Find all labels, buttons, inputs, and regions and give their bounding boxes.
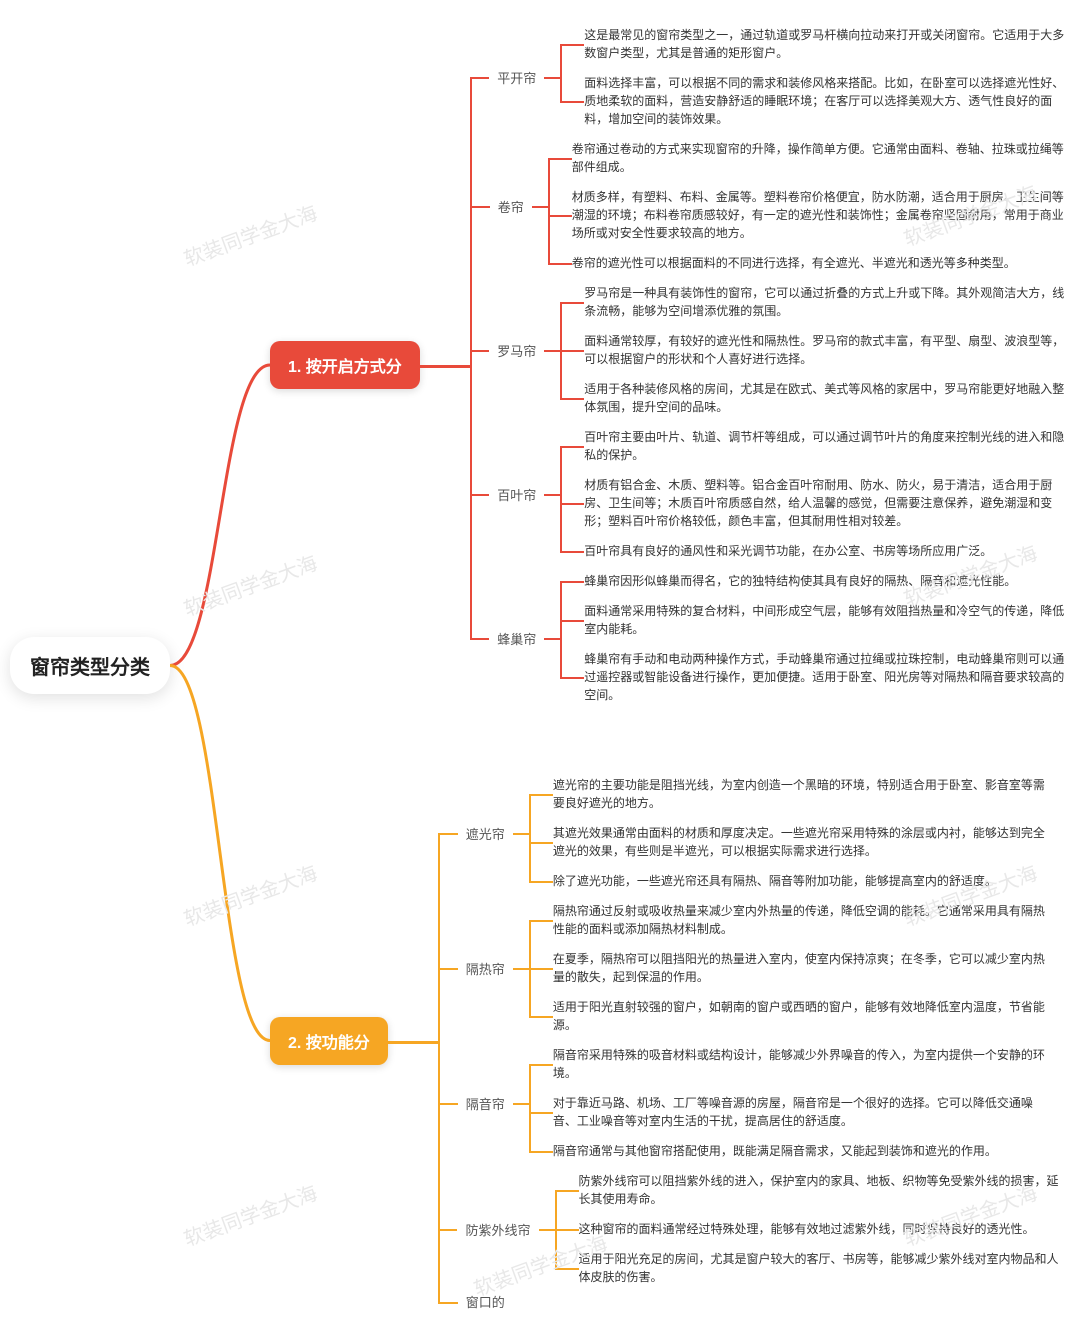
sub-label: 罗马帘 <box>489 341 544 360</box>
leaf-text: 卷帘的遮光性可以根据面料的不同进行选择，有全遮光、半遮光和透光等多种类型。 <box>572 248 1016 278</box>
sub-label: 卷帘 <box>490 197 532 216</box>
sub-item: 蜂巢帘蜂巢帘因形似蜂巢而得名，它的独特结构使其具有良好的隔热、隔音和遮光性能。面… <box>470 566 1070 710</box>
leaf-text: 隔音帘采用特殊的吸音材料或结构设计，能够减少外界噪音的传入，为室内提供一个安静的… <box>553 1040 1053 1088</box>
root-label: 窗帘类型分类 <box>30 657 150 679</box>
sub-item: 平开帘 这是最常见的窗帘类型之一，通过轨道或罗马杆横向拉动来打开或关闭窗帘。它适用… <box>470 20 1070 134</box>
leaf-text: 百叶帘主要由叶片、轨道、调节杆等组成，可以通过调节叶片的角度来控制光线的进入和隐… <box>584 422 1070 470</box>
leaf-column: 遮光帘的主要功能是阻挡光线，为室内创造一个黑暗的环境，特别适合用于卧室、影音室等… <box>529 770 1053 896</box>
sub-item: 隔音帘 隔音帘采用特殊的吸音材料或结构设计，能够减少外界噪音的传入，为室内提供一个… <box>438 1040 1070 1166</box>
root-node: 窗帘类型分类 <box>10 637 170 694</box>
sub-item: 窗口的 <box>438 1292 1070 1311</box>
leaf-column: 防紫外线帘可以阻挡紫外线的进入，保护室内的家具、地板、织物等免受紫外线的损害，延… <box>555 1166 1071 1292</box>
leaf-item: 适用于阳光充足的房间，尤其是窗户较大的客厅、书房等，能够减少紫外线对室内物品和人… <box>555 1244 1071 1292</box>
leaf-item: 隔热帘通过反射或吸收热量来减少室内外热量的传递，降低空调的能耗。它通常采用具有隔… <box>529 896 1053 944</box>
branch-connector <box>170 20 270 710</box>
leaf-item: 对于靠近马路、机场、工厂等噪音源的房屋，隔音帘是一个很好的选择。它可以降低交通噪… <box>529 1088 1053 1136</box>
leaf-text: 除了遮光功能，一些遮光帘还具有隔热、隔音等附加功能，能够提高室内的舒适度。 <box>553 866 997 896</box>
leaf-item: 适用于阳光直射较强的窗户，如朝南的窗户或西晒的窗户，能够有效地降低室内温度，节省… <box>529 992 1053 1040</box>
leaf-column: 隔热帘通过反射或吸收热量来减少室内外热量的传递，降低空调的能耗。它通常采用具有隔… <box>529 896 1053 1040</box>
leaf-item: 蜂巢帘有手动和电动两种操作方式，手动蜂巢帘通过拉绳或拉珠控制，电动蜂巢帘则可以通… <box>560 644 1070 710</box>
leaf-text: 适用于各种装修风格的房间，尤其是在欧式、美式等风格的家居中，罗马帘能更好地融入整… <box>584 374 1070 422</box>
leaf-item: 防紫外线帘可以阻挡紫外线的进入，保护室内的家具、地板、织物等免受紫外线的损害，延… <box>555 1166 1071 1214</box>
sub-item: 罗马帘 罗马帘是一种具有装饰性的窗帘，它可以通过折叠的方式上升或下降。其外观简洁大… <box>470 278 1070 422</box>
leaf-text: 隔热帘通过反射或吸收热量来减少室内外热量的传递，降低空调的能耗。它通常采用具有隔… <box>553 896 1053 944</box>
branch: 1. 按开启方式分 平开帘 这是最常见的窗帘类型之一，通过轨道或罗马杆横向拉动来打开… <box>170 20 1070 710</box>
leaf-text: 罗马帘是一种具有装饰性的窗帘，它可以通过折叠的方式上升或下降。其外观简洁大方，线… <box>584 278 1070 326</box>
leaf-item: 这种窗帘的面料通常经过特殊处理，能够有效地过滤紫外线，同时保持良好的透光性。 <box>555 1214 1071 1244</box>
leaf-item: 面料选择丰富，可以根据不同的需求和装修风格来搭配。比如，在卧室可以选择遮光性好、… <box>560 68 1070 134</box>
leaf-column: 罗马帘是一种具有装饰性的窗帘，它可以通过折叠的方式上升或下降。其外观简洁大方，线… <box>560 278 1070 422</box>
leaf-text: 在夏季，隔热帘可以阻挡阳光的热量进入室内，使室内保持凉爽；在冬季，它可以减少室内… <box>553 944 1053 992</box>
sub-item: 遮光帘 遮光帘的主要功能是阻挡光线，为室内创造一个黑暗的环境，特别适合用于卧室、影… <box>438 770 1070 896</box>
leaf-item: 适用于各种装修风格的房间，尤其是在欧式、美式等风格的家居中，罗马帘能更好地融入整… <box>560 374 1070 422</box>
sub-label: 遮光帘 <box>458 824 513 843</box>
branch: 2. 按功能分 遮光帘 遮光帘的主要功能是阻挡光线，为室内创造一个黑暗的环境，特别适… <box>170 770 1070 1311</box>
leaf-item: 隔音帘采用特殊的吸音材料或结构设计，能够减少外界噪音的传入，为室内提供一个安静的… <box>529 1040 1053 1088</box>
leaf-item: 卷帘的遮光性可以根据面料的不同进行选择，有全遮光、半遮光和透光等多种类型。 <box>548 248 1070 278</box>
leaf-text: 其遮光效果通常由面料的材质和厚度决定。一些遮光帘采用特殊的涂层或内衬，能够达到完… <box>553 818 1053 866</box>
leaf-text: 面料通常较厚，有较好的遮光性和隔热性。罗马帘的款式丰富，有平型、扇型、波浪型等，… <box>584 326 1070 374</box>
sub-label: 蜂巢帘 <box>489 629 544 648</box>
leaf-item: 蜂巢帘因形似蜂巢而得名，它的独特结构使其具有良好的隔热、隔音和遮光性能。 <box>560 566 1070 596</box>
sub-connector <box>420 20 470 710</box>
sub-item: 防紫外线帘 防紫外线帘可以阻挡紫外线的进入，保护室内的家具、地板、织物等免受紫外线… <box>438 1166 1070 1292</box>
leaf-item: 除了遮光功能，一些遮光帘还具有隔热、隔音等附加功能，能够提高室内的舒适度。 <box>529 866 1053 896</box>
leaf-column: 这是最常见的窗帘类型之一，通过轨道或罗马杆横向拉动来打开或关闭窗帘。它适用于大多… <box>560 20 1070 134</box>
leaf-item: 其遮光效果通常由面料的材质和厚度决定。一些遮光帘采用特殊的涂层或内衬，能够达到完… <box>529 818 1053 866</box>
leaf-item: 在夏季，隔热帘可以阻挡阳光的热量进入室内，使室内保持凉爽；在冬季，它可以减少室内… <box>529 944 1053 992</box>
branch-node: 2. 按功能分 <box>270 1017 388 1065</box>
leaf-item: 材质有铝合金、木质、塑料等。铝合金百叶帘耐用、防水、防火，易于清洁，适合用于厨房… <box>560 470 1070 536</box>
sub-column: 遮光帘 遮光帘的主要功能是阻挡光线，为室内创造一个黑暗的环境，特别适合用于卧室、影… <box>438 770 1070 1311</box>
leaf-item: 百叶帘主要由叶片、轨道、调节杆等组成，可以通过调节叶片的角度来控制光线的进入和隐… <box>560 422 1070 470</box>
branches-container: 1. 按开启方式分 平开帘 这是最常见的窗帘类型之一，通过轨道或罗马杆横向拉动来打开… <box>170 20 1070 1311</box>
leaf-text: 材质多样，有塑料、布料、金属等。塑料卷帘价格便宜，防水防潮，适合用于厨房、卫生间… <box>572 182 1070 248</box>
leaf-text: 面料通常采用特殊的复合材料，中间形成空气层，能够有效阻挡热量和冷空气的传递，降低… <box>584 596 1070 644</box>
leaf-column: 隔音帘采用特殊的吸音材料或结构设计，能够减少外界噪音的传入，为室内提供一个安静的… <box>529 1040 1053 1166</box>
branch-node: 1. 按开启方式分 <box>270 341 420 389</box>
leaf-item: 面料通常采用特殊的复合材料，中间形成空气层，能够有效阻挡热量和冷空气的传递，降低… <box>560 596 1070 644</box>
leaf-text: 防紫外线帘可以阻挡紫外线的进入，保护室内的家具、地板、织物等免受紫外线的损害，延… <box>579 1166 1071 1214</box>
leaf-text: 面料选择丰富，可以根据不同的需求和装修风格来搭配。比如，在卧室可以选择遮光性好、… <box>584 68 1070 134</box>
leaf-item: 罗马帘是一种具有装饰性的窗帘，它可以通过折叠的方式上升或下降。其外观简洁大方，线… <box>560 278 1070 326</box>
leaf-text: 对于靠近马路、机场、工厂等噪音源的房屋，隔音帘是一个很好的选择。它可以降低交通噪… <box>553 1088 1053 1136</box>
sub-label: 窗口的 <box>458 1292 513 1311</box>
sub-label: 平开帘 <box>489 68 544 87</box>
branch-connector <box>170 770 270 1311</box>
sub-label: 防紫外线帘 <box>457 1220 538 1239</box>
sub-item: 隔热帘 隔热帘通过反射或吸收热量来减少室内外热量的传递，降低空调的能耗。它通常采用… <box>438 896 1070 1040</box>
leaf-item: 面料通常较厚，有较好的遮光性和隔热性。罗马帘的款式丰富，有平型、扇型、波浪型等，… <box>560 326 1070 374</box>
leaf-text: 遮光帘的主要功能是阻挡光线，为室内创造一个黑暗的环境，特别适合用于卧室、影音室等… <box>553 770 1053 818</box>
leaf-text: 这是最常见的窗帘类型之一，通过轨道或罗马杆横向拉动来打开或关闭窗帘。它适用于大多… <box>584 20 1070 68</box>
sub-item: 卷帘 卷帘通过卷动的方式来实现窗帘的升降，操作简单方便。它通常由面料、卷轴、拉珠或… <box>470 134 1070 278</box>
leaf-item: 卷帘通过卷动的方式来实现窗帘的升降，操作简单方便。它通常由面料、卷轴、拉珠或拉绳… <box>548 134 1070 182</box>
leaf-text: 这种窗帘的面料通常经过特殊处理，能够有效地过滤紫外线，同时保持良好的透光性。 <box>579 1214 1035 1244</box>
leaf-item: 材质多样，有塑料、布料、金属等。塑料卷帘价格便宜，防水防潮，适合用于厨房、卫生间… <box>548 182 1070 248</box>
leaf-text: 适用于阳光充足的房间，尤其是窗户较大的客厅、书房等，能够减少紫外线对室内物品和人… <box>579 1244 1071 1292</box>
leaf-item: 遮光帘的主要功能是阻挡光线，为室内创造一个黑暗的环境，特别适合用于卧室、影音室等… <box>529 770 1053 818</box>
leaf-text: 卷帘通过卷动的方式来实现窗帘的升降，操作简单方便。它通常由面料、卷轴、拉珠或拉绳… <box>572 134 1070 182</box>
leaf-column: 蜂巢帘因形似蜂巢而得名，它的独特结构使其具有良好的隔热、隔音和遮光性能。面料通常… <box>560 566 1070 710</box>
leaf-text: 蜂巢帘有手动和电动两种操作方式，手动蜂巢帘通过拉绳或拉珠控制，电动蜂巢帘则可以通… <box>584 644 1070 710</box>
leaf-text: 百叶帘具有良好的通风性和采光调节功能，在办公室、书房等场所应用广泛。 <box>584 536 992 566</box>
leaf-text: 适用于阳光直射较强的窗户，如朝南的窗户或西晒的窗户，能够有效地降低室内温度，节省… <box>553 992 1053 1040</box>
sub-column: 平开帘 这是最常见的窗帘类型之一，通过轨道或罗马杆横向拉动来打开或关闭窗帘。它适用… <box>470 20 1070 710</box>
leaf-item: 这是最常见的窗帘类型之一，通过轨道或罗马杆横向拉动来打开或关闭窗帘。它适用于大多… <box>560 20 1070 68</box>
leaf-item: 隔音帘通常与其他窗帘搭配使用，既能满足隔音需求，又能起到装饰和遮光的作用。 <box>529 1136 1053 1166</box>
sub-label: 百叶帘 <box>489 485 544 504</box>
leaf-text: 隔音帘通常与其他窗帘搭配使用，既能满足隔音需求，又能起到装饰和遮光的作用。 <box>553 1136 997 1166</box>
leaf-text: 材质有铝合金、木质、塑料等。铝合金百叶帘耐用、防水、防火，易于清洁，适合用于厨房… <box>584 470 1070 536</box>
mindmap-root: 窗帘类型分类 1. 按开启方式分 平开帘 这是最常见的窗帘类型之一，通过轨道或罗马杆… <box>10 20 1070 1311</box>
sub-item: 百叶帘 百叶帘主要由叶片、轨道、调节杆等组成，可以通过调节叶片的角度来控制光线的进… <box>470 422 1070 566</box>
leaf-item: 百叶帘具有良好的通风性和采光调节功能，在办公室、书房等场所应用广泛。 <box>560 536 1070 566</box>
sub-label: 隔音帘 <box>458 1094 513 1113</box>
sub-label: 隔热帘 <box>458 959 513 978</box>
leaf-column: 百叶帘主要由叶片、轨道、调节杆等组成，可以通过调节叶片的角度来控制光线的进入和隐… <box>560 422 1070 566</box>
sub-connector <box>388 770 438 1311</box>
leaf-column: 卷帘通过卷动的方式来实现窗帘的升降，操作简单方便。它通常由面料、卷轴、拉珠或拉绳… <box>548 134 1070 278</box>
leaf-text: 蜂巢帘因形似蜂巢而得名，它的独特结构使其具有良好的隔热、隔音和遮光性能。 <box>584 566 1016 596</box>
